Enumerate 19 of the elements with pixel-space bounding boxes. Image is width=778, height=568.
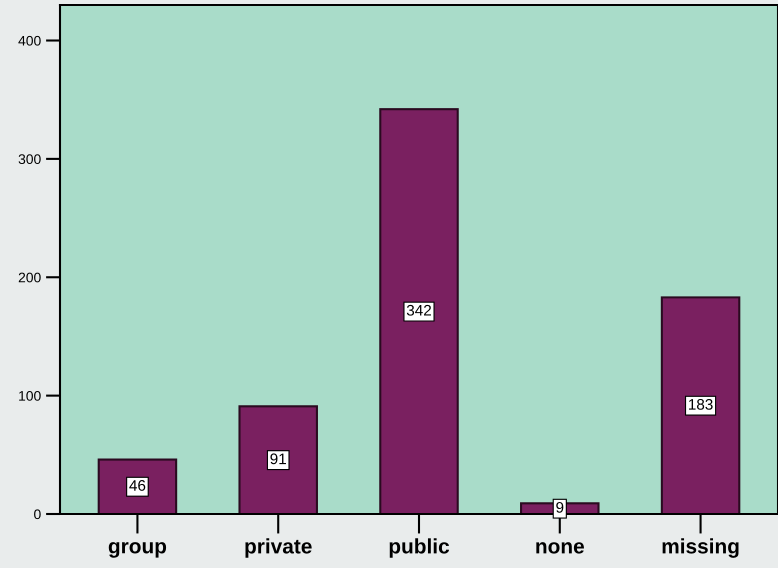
- y-tick-label: 100: [19, 390, 41, 401]
- x-tick-label: missing: [662, 538, 739, 558]
- data-label: 9: [556, 502, 564, 513]
- x-tick-label: group: [108, 542, 166, 558]
- bar: [660, 296, 740, 514]
- y-tick-label: 200: [18, 272, 41, 282]
- x-tick-label: public: [390, 538, 450, 558]
- data-label: 342: [406, 304, 431, 316]
- data-label: 183: [688, 398, 713, 410]
- x-tick-label: none: [536, 542, 584, 554]
- x-tick-label: private: [245, 538, 312, 558]
- data-label: 46: [129, 480, 146, 491]
- y-tick-label: 300: [18, 154, 41, 164]
- y-tick-label: 400: [18, 36, 41, 46]
- y-tick-label: 0: [34, 509, 41, 520]
- bar: [98, 458, 178, 514]
- bar: [238, 405, 318, 514]
- data-label: 91: [270, 453, 286, 464]
- bar: [379, 108, 459, 514]
